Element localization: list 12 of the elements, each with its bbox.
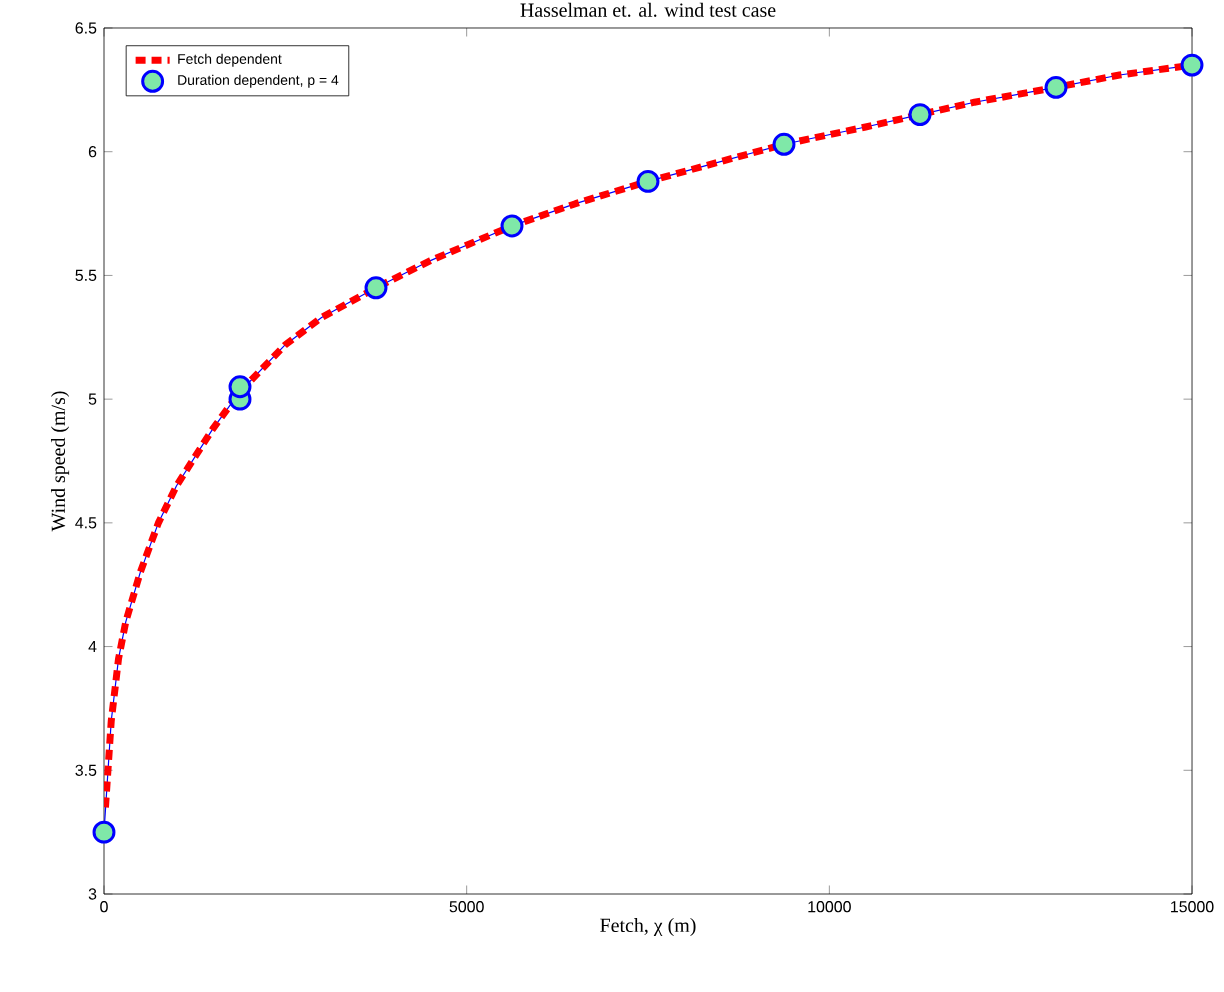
point: [228, 375, 252, 399]
point: [500, 214, 524, 238]
y-axis-title: Wind speed (m/s): [51, 391, 70, 532]
chart-title: Hasselman et. al. wind test case: [520, 2, 776, 17]
point: [92, 820, 116, 844]
point: [908, 103, 932, 127]
point: [772, 132, 796, 156]
point: [1044, 75, 1068, 99]
point: [1180, 53, 1204, 77]
point: [364, 276, 388, 300]
x-axis-title: Fetch, χ (m): [600, 918, 696, 937]
point: [636, 169, 660, 193]
